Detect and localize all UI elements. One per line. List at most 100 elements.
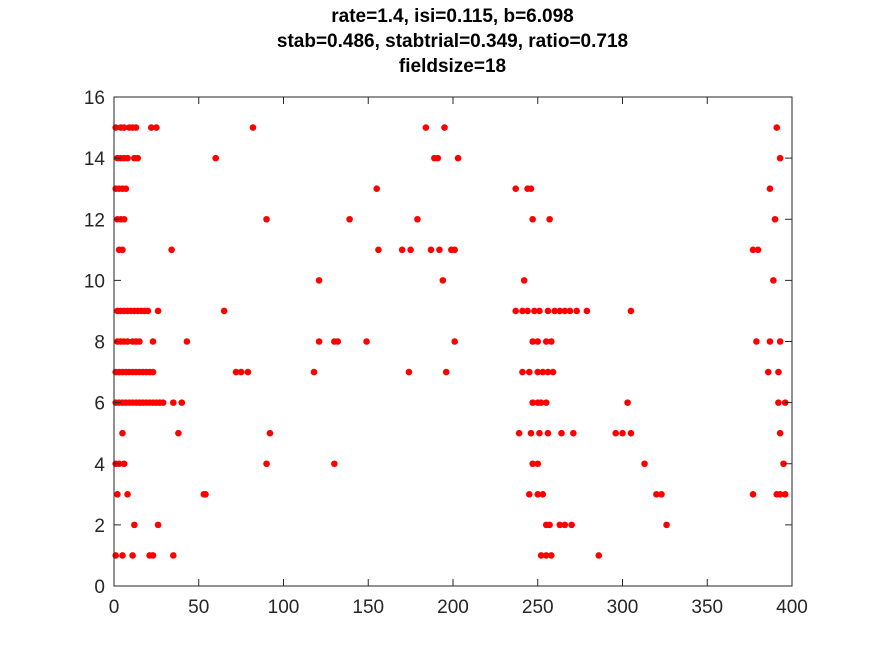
data-point	[524, 307, 531, 315]
x-tick-label: 250	[522, 597, 554, 618]
y-tick-label: 10	[84, 271, 105, 292]
data-point	[112, 552, 119, 559]
data-point	[781, 491, 789, 498]
data-point	[663, 521, 670, 529]
data-point	[773, 124, 781, 131]
data-point	[170, 552, 177, 559]
data-point	[434, 154, 442, 162]
x-tick-label: 0	[109, 597, 120, 618]
data-point	[627, 307, 635, 315]
data-point	[529, 399, 536, 406]
data-point	[124, 154, 131, 162]
data-point	[346, 215, 353, 223]
x-tick-label: 150	[352, 597, 384, 618]
data-point	[548, 552, 555, 559]
data-point	[442, 368, 450, 376]
data-point	[548, 338, 555, 345]
data-point	[212, 154, 219, 162]
data-point	[220, 307, 228, 315]
data-point	[546, 521, 553, 529]
data-point	[558, 429, 565, 437]
data-point	[454, 154, 462, 162]
data-point	[232, 368, 240, 376]
data-point	[561, 521, 569, 529]
data-point	[529, 215, 536, 223]
data-point	[149, 338, 157, 345]
y-tick-label: 2	[94, 516, 105, 537]
x-tick-label: 300	[607, 597, 639, 618]
data-point	[566, 307, 574, 315]
data-point	[154, 521, 162, 529]
data-point	[542, 552, 550, 559]
data-point	[168, 246, 175, 254]
data-point	[331, 460, 338, 468]
data-point	[436, 246, 443, 254]
data-point	[414, 215, 421, 223]
y-tick-label: 4	[94, 455, 105, 476]
data-point	[561, 307, 569, 315]
data-point	[539, 368, 547, 376]
data-point	[619, 429, 626, 437]
data-point	[134, 154, 142, 162]
data-point	[249, 124, 257, 131]
data-point	[546, 215, 553, 223]
data-point	[147, 124, 155, 131]
x-tick-label: 350	[691, 597, 723, 618]
data-point	[175, 429, 182, 437]
data-point	[136, 338, 143, 345]
data-point	[525, 368, 533, 376]
data-point	[556, 521, 564, 529]
data-point	[749, 246, 757, 254]
data-point	[122, 185, 130, 192]
data-point	[766, 185, 774, 192]
data-point	[534, 368, 542, 376]
data-point	[754, 246, 762, 254]
data-point	[776, 338, 784, 345]
data-point	[373, 185, 381, 192]
chart-title: rate=1.4, isi=0.115, b=6.098 stab=0.486,…	[0, 4, 875, 79]
data-point	[398, 246, 406, 254]
data-point	[119, 552, 126, 559]
data-point	[119, 246, 126, 254]
data-point	[310, 368, 318, 376]
data-point	[119, 429, 126, 437]
data-point	[749, 491, 757, 498]
data-point	[776, 429, 784, 437]
data-point	[525, 491, 533, 498]
y-tick-label: 0	[94, 577, 105, 598]
x-tick-label: 400	[776, 597, 808, 618]
x-tick-label: 100	[268, 597, 300, 618]
data-point	[120, 124, 128, 131]
data-point	[266, 429, 274, 437]
data-point	[776, 491, 784, 498]
data-point	[124, 338, 131, 345]
data-point	[537, 399, 545, 406]
x-tick-label: 200	[437, 597, 469, 618]
data-point	[315, 277, 323, 284]
data-point	[439, 277, 447, 284]
data-point	[539, 491, 547, 498]
data-points	[112, 124, 789, 559]
data-point	[542, 338, 550, 345]
data-point	[534, 460, 542, 468]
data-point	[764, 368, 772, 376]
data-point	[641, 460, 648, 468]
data-point	[556, 307, 564, 315]
data-point	[375, 246, 382, 254]
y-tick-label: 16	[84, 88, 105, 109]
data-point	[544, 307, 552, 315]
data-point	[766, 338, 774, 345]
data-point	[534, 491, 542, 498]
data-point	[183, 338, 191, 345]
data-point	[132, 124, 140, 131]
data-point	[770, 277, 777, 284]
data-point	[315, 338, 323, 345]
data-point	[520, 277, 528, 284]
data-point	[178, 399, 186, 406]
axes: 0 50 100 150 200 250 300 350 400 0 2 4 6 8 10 12 14 16	[84, 88, 808, 618]
data-point	[658, 491, 665, 498]
data-point	[422, 124, 430, 131]
data-point	[775, 368, 782, 376]
y-tick-label: 8	[94, 333, 105, 354]
data-point	[451, 338, 458, 345]
